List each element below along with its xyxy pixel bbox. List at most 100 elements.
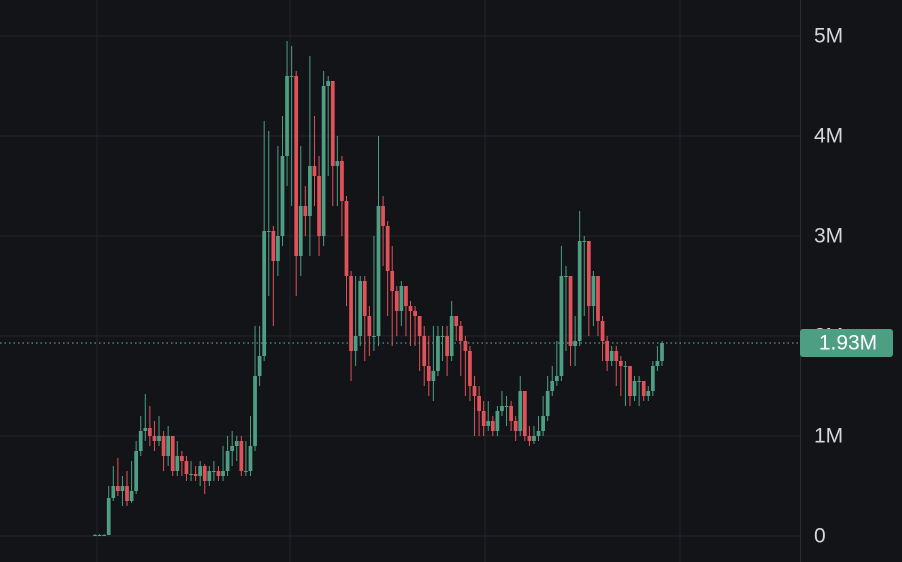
candle-body xyxy=(486,421,491,426)
candle-body xyxy=(385,226,390,271)
candle-body xyxy=(216,471,221,476)
candle-body xyxy=(527,436,532,441)
candle-body xyxy=(340,161,344,201)
candle-body xyxy=(623,366,628,367)
candle-body xyxy=(189,474,193,475)
candle-body xyxy=(106,498,111,535)
candle-body xyxy=(289,76,294,77)
candle-body xyxy=(509,406,513,421)
candle-body xyxy=(399,286,404,311)
candle-body xyxy=(147,428,152,436)
candle-body xyxy=(207,471,212,481)
candle-body xyxy=(230,446,235,451)
candle-body xyxy=(596,276,600,321)
candle-body xyxy=(637,381,642,382)
candle-body xyxy=(536,431,541,436)
candle-body xyxy=(102,535,107,536)
y-tick-label: 5M xyxy=(814,25,843,48)
candle-body xyxy=(440,336,445,337)
candle-body xyxy=(312,166,317,176)
candle-body xyxy=(573,341,577,346)
y-tick-label: 1M xyxy=(814,425,843,448)
candle-body xyxy=(522,391,527,436)
candle-body xyxy=(628,366,632,396)
candle-body xyxy=(367,316,372,336)
candle-body xyxy=(244,471,248,472)
candle-body xyxy=(545,391,550,416)
candle-body xyxy=(463,341,468,351)
candle-body xyxy=(381,206,385,226)
candle-body xyxy=(257,356,262,376)
candle-body xyxy=(97,535,102,536)
candle-body xyxy=(372,336,376,337)
candle-body xyxy=(120,486,125,491)
candle-body xyxy=(541,416,545,431)
candle-body xyxy=(234,441,239,446)
candle-body xyxy=(586,241,591,306)
candle-body xyxy=(504,406,509,407)
candle-body xyxy=(500,406,504,411)
candle-body xyxy=(129,491,134,501)
candle-body xyxy=(134,451,139,491)
last-price-badge xyxy=(800,329,893,357)
candle-body xyxy=(362,281,367,316)
candle-body xyxy=(170,436,175,471)
candle-body xyxy=(271,231,276,261)
candle-body xyxy=(559,276,564,376)
candle-body xyxy=(161,436,166,456)
candle-body xyxy=(394,291,399,311)
candle-body xyxy=(138,431,143,451)
candle-body xyxy=(650,366,655,391)
candle-body xyxy=(143,428,148,431)
candle-body xyxy=(655,361,660,366)
candle-body xyxy=(285,76,289,156)
candle-body xyxy=(321,86,326,236)
candle-body xyxy=(582,241,587,242)
candle-body xyxy=(344,201,349,276)
candle-body xyxy=(198,466,203,476)
candle-body xyxy=(417,316,422,336)
candle-body xyxy=(294,76,299,256)
candle-body xyxy=(426,366,431,381)
candle-body xyxy=(568,276,573,346)
candle-body xyxy=(481,411,486,426)
candle-body xyxy=(577,241,582,341)
candle-body xyxy=(591,276,596,306)
candle-body xyxy=(358,281,363,336)
candle-body xyxy=(472,386,477,396)
candle-body xyxy=(550,381,555,391)
candle-body xyxy=(609,351,614,361)
candle-body xyxy=(468,351,472,386)
candle-body xyxy=(298,206,303,256)
candle-body xyxy=(317,176,321,236)
candle-body xyxy=(262,231,267,356)
candle-body xyxy=(330,81,335,166)
candle-body xyxy=(408,306,413,311)
candle-body xyxy=(413,311,417,316)
y-tick-label: 4M xyxy=(814,125,843,148)
last-price-label: 1.93M xyxy=(819,332,877,355)
candle-body xyxy=(495,411,500,431)
candle-body xyxy=(202,466,207,481)
candle-body xyxy=(422,336,427,366)
candle-body xyxy=(326,81,331,86)
candle-body xyxy=(115,486,120,491)
candle-body xyxy=(175,456,180,471)
candle-body xyxy=(376,206,381,336)
candle-body xyxy=(180,456,184,461)
candle-body xyxy=(513,421,518,431)
candle-body xyxy=(618,361,623,366)
candle-body xyxy=(280,156,285,236)
candle-body xyxy=(404,286,408,306)
candle-body xyxy=(166,436,171,456)
candle-body xyxy=(308,166,312,216)
candle-body xyxy=(349,276,353,351)
candle-body xyxy=(276,236,280,261)
candle-body xyxy=(111,486,116,498)
candle-body xyxy=(564,276,568,277)
candle-body xyxy=(518,391,523,431)
candle-body xyxy=(390,271,395,291)
candle-body xyxy=(445,336,449,356)
candle-body xyxy=(449,316,454,356)
